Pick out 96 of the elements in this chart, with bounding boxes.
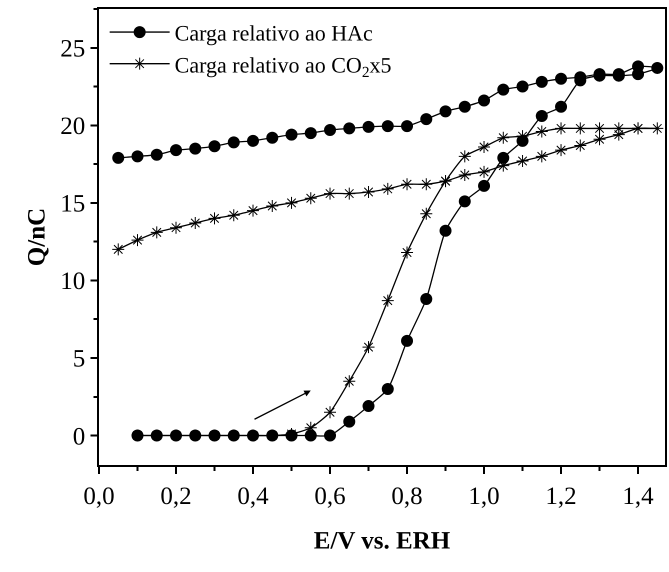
point <box>651 62 664 74</box>
point <box>554 144 568 157</box>
point <box>189 142 202 155</box>
y-axis-title: Q/nC <box>24 208 50 266</box>
point <box>208 212 222 225</box>
point <box>612 122 626 135</box>
point <box>458 195 471 208</box>
point <box>150 148 163 161</box>
point <box>478 180 490 192</box>
point <box>420 293 432 306</box>
point <box>440 224 452 237</box>
point <box>285 196 298 210</box>
point <box>478 165 491 178</box>
point <box>362 340 376 354</box>
x-tick-label: 0,8 <box>391 482 423 510</box>
y-tick-label: 15 <box>60 190 86 218</box>
point <box>536 110 548 122</box>
point <box>555 72 568 85</box>
point <box>401 120 414 132</box>
point <box>382 120 394 132</box>
point <box>555 100 568 113</box>
point <box>188 216 202 230</box>
point <box>612 128 626 142</box>
x-tick-label: 0,6 <box>314 482 346 510</box>
point <box>266 199 279 212</box>
point <box>400 246 414 260</box>
point <box>458 168 472 182</box>
point <box>343 122 356 134</box>
point <box>574 122 587 135</box>
point <box>535 125 548 138</box>
point <box>478 140 491 154</box>
x-tick-label: 1,4 <box>622 482 654 510</box>
point <box>170 221 183 234</box>
point <box>420 178 433 191</box>
point <box>150 226 164 239</box>
x-axis-title: E/V vs. ERH <box>314 527 451 554</box>
y-tick-label: 5 <box>72 346 86 373</box>
x-tick-label: 0,0 <box>83 482 115 510</box>
point <box>554 122 568 135</box>
point <box>535 150 548 163</box>
point <box>381 182 394 196</box>
legend-label: Carga relativo ao HAc <box>174 20 374 46</box>
point <box>324 124 336 136</box>
legend-label: Carga relativo ao CO$_{2}$x5 <box>174 52 392 81</box>
point <box>382 383 394 395</box>
point <box>324 406 337 419</box>
point <box>112 152 124 164</box>
point <box>574 138 587 152</box>
point <box>401 334 414 347</box>
point <box>304 430 317 442</box>
point <box>420 113 432 126</box>
point <box>286 128 298 141</box>
point <box>246 204 260 218</box>
point <box>208 140 221 152</box>
point <box>400 178 414 191</box>
point <box>342 187 356 200</box>
point <box>458 100 471 113</box>
point <box>228 136 240 148</box>
point <box>593 132 606 146</box>
point <box>420 207 433 220</box>
point <box>170 144 182 156</box>
x-tick-label: 1,2 <box>545 482 577 510</box>
point <box>227 208 240 222</box>
point <box>324 187 337 200</box>
point <box>362 400 375 412</box>
point <box>536 76 548 88</box>
point <box>496 131 510 144</box>
point <box>650 122 664 135</box>
point <box>381 294 394 308</box>
y-tick-label: 20 <box>60 113 86 140</box>
point <box>247 134 260 147</box>
point <box>497 152 510 164</box>
point <box>516 154 530 168</box>
point <box>132 150 144 162</box>
y-tick-label: 10 <box>60 268 86 296</box>
point <box>266 132 278 144</box>
point <box>112 242 125 256</box>
y-tick-label: 0 <box>72 423 86 450</box>
point <box>324 430 336 442</box>
point <box>440 105 452 118</box>
point <box>497 84 510 96</box>
point <box>516 80 529 93</box>
point <box>304 127 317 140</box>
point <box>362 120 375 133</box>
point <box>458 150 472 163</box>
x-tick-label: 0,2 <box>160 482 192 510</box>
point <box>362 186 376 199</box>
point <box>593 122 606 135</box>
point <box>304 192 318 205</box>
point <box>342 374 356 388</box>
point <box>131 234 144 247</box>
x-tick-label: 0,4 <box>237 482 270 510</box>
y-tick-label: 25 <box>60 36 86 63</box>
x-tick-label: 1,0 <box>468 482 500 510</box>
point <box>478 94 490 107</box>
point <box>343 416 356 428</box>
